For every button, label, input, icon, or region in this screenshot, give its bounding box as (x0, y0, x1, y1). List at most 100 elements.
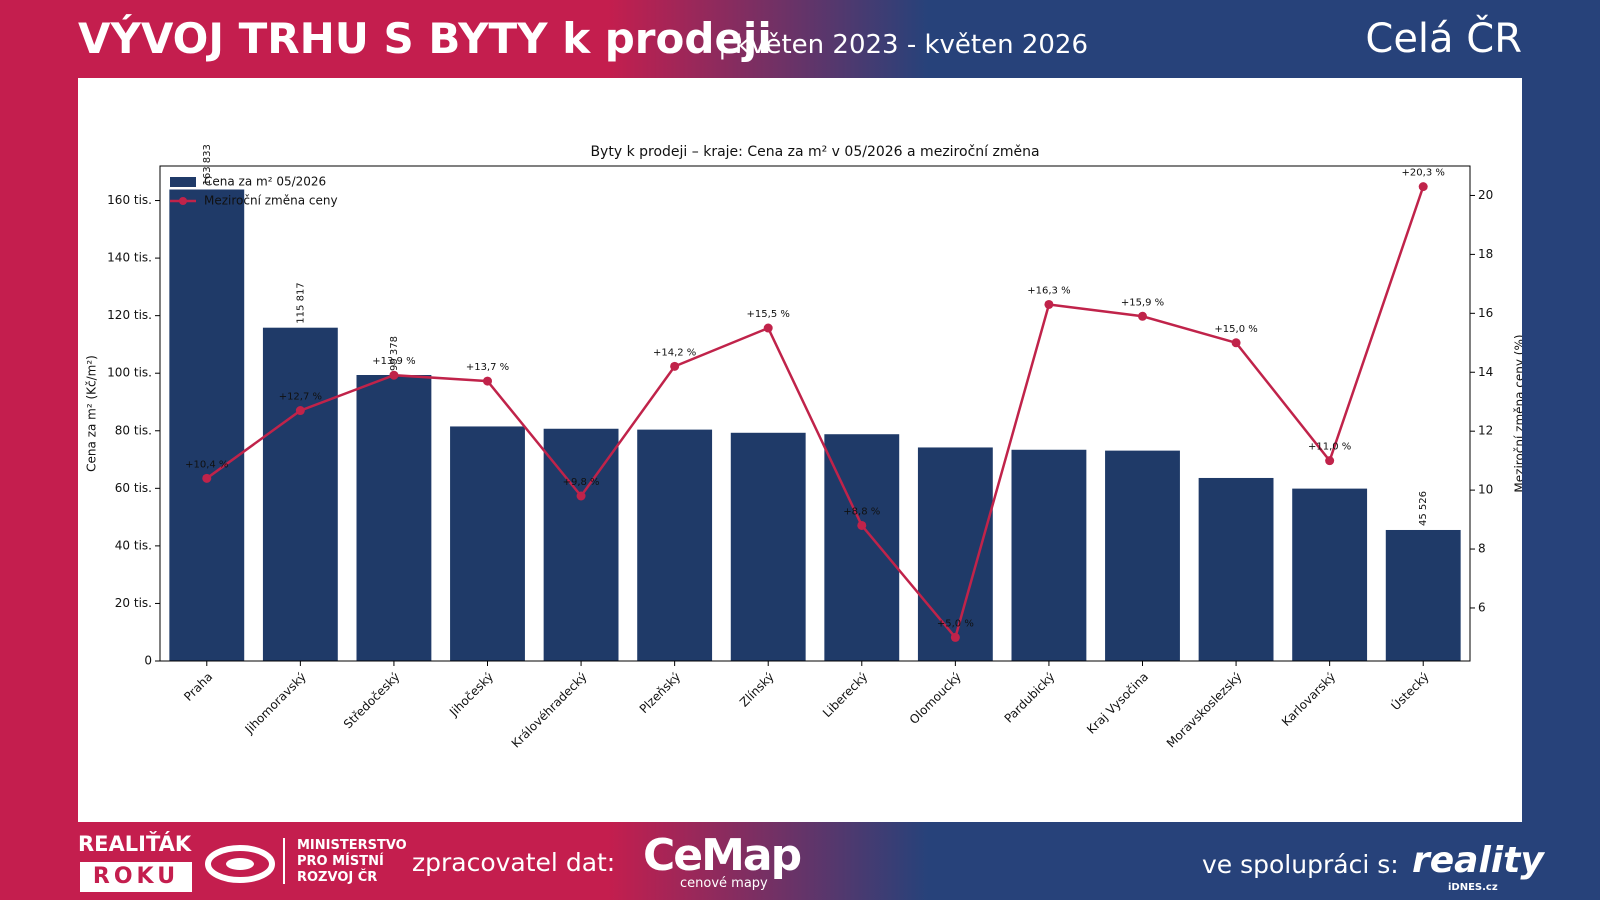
processor-tagline: cenové mapy (680, 876, 768, 891)
x-tick-label: Zlínský (737, 670, 777, 710)
line-value-label: +14,2 % (653, 347, 696, 358)
bar (1198, 477, 1274, 661)
line-point (1138, 311, 1147, 321)
y2-tick-label: 6 (1478, 600, 1486, 614)
x-tick-label: Jihomoravský (242, 670, 309, 737)
chart-panel: Byty k prodeji – kraje: Cena za m² v 05/… (78, 78, 1527, 822)
page-title: VÝVOJ TRHU S BYTY k prodeji (78, 14, 772, 63)
y-tick-label: 80 tis. (115, 423, 152, 437)
bar (169, 189, 245, 661)
x-tick-label: Středočeský (341, 670, 403, 732)
y-tick-label: 140 tis. (107, 251, 152, 265)
processor-logo: CeMap (643, 830, 802, 881)
line-value-label: +13,7 % (466, 362, 509, 373)
line-value-label: +9,8 % (563, 477, 600, 488)
plot-frame (159, 165, 1471, 662)
line-value-label: +15,9 % (1121, 297, 1164, 308)
ministry-line: ROZVOJ ČR (297, 870, 378, 885)
y-tick-label: 100 tis. (107, 366, 152, 380)
processor-label: zpracovatel dat: (412, 848, 616, 877)
line-value-label: +13,9 % (372, 356, 415, 367)
bar-value-label: 99 378 (389, 336, 400, 371)
line-point (389, 370, 399, 380)
x-tick-label: Olomoucký (907, 670, 964, 727)
page-subtitle: | květen 2023 - květen 2026 (718, 30, 1089, 60)
line-value-label: +15,5 % (747, 309, 790, 320)
line-value-label: +5,0 % (937, 618, 974, 629)
y-tick-label: 160 tis. (107, 193, 152, 207)
bar-value-label: 45 526 (1418, 491, 1429, 526)
line-point (483, 376, 492, 386)
bar (730, 432, 806, 661)
line-point (670, 361, 680, 371)
bar (917, 447, 993, 661)
line-point (202, 473, 212, 483)
ministry-line: PRO MÍSTNÍ (297, 854, 384, 869)
bar (1105, 450, 1180, 661)
ministry-logo (205, 845, 275, 883)
line-point (950, 632, 960, 642)
partner-label: ve spolupráci s: (1202, 850, 1399, 879)
line (206, 186, 1425, 641)
line-point (1231, 338, 1241, 348)
line-value-label: +15,0 % (1214, 324, 1257, 335)
x-tick-label: Praha (181, 670, 215, 704)
x-tick-label: Karlovarský (1279, 670, 1338, 729)
line-point (1418, 182, 1428, 192)
bar (543, 428, 619, 661)
y-tick-label: 120 tis. (107, 308, 152, 322)
legend-swatch (170, 177, 196, 187)
y2-tick-label: 8 (1478, 542, 1486, 556)
legend-swatch (179, 197, 187, 205)
line-value-label: +11,0 % (1308, 442, 1351, 453)
x-tick-label: Kraj Vysočina (1084, 670, 1151, 737)
region: Celá ČR (1365, 16, 1522, 62)
line-value-label: +12,7 % (279, 392, 322, 403)
y-axis-label: Cena za m² (Kč/m²) (85, 355, 99, 472)
bar (637, 429, 713, 661)
y-tick-label: 40 tis. (115, 538, 152, 552)
line-value-label: +20,3 % (1402, 168, 1445, 179)
y-tick-label: 0 (144, 654, 152, 668)
y-tick-label: 60 tis. (115, 481, 152, 495)
line-point (576, 491, 586, 501)
x-tick-label: Liberecký (820, 670, 870, 720)
y-tick-label: 20 tis. (115, 596, 152, 610)
line-point (857, 520, 867, 530)
bar (262, 327, 338, 661)
partner-logo: reality (1412, 840, 1544, 881)
bar-value-label: 115 817 (295, 282, 306, 323)
y2-tick-label: 20 (1478, 188, 1493, 202)
y2-tick-label: 14 (1478, 365, 1493, 379)
award: REALIŤÁK (78, 832, 192, 856)
x-tick-label: Plzeňský (637, 670, 683, 716)
x-tick-label: Ústecký (1388, 669, 1432, 713)
bar (356, 374, 432, 661)
y2-tick-label: 12 (1478, 424, 1493, 438)
x-tick-label: Pardubický (1002, 670, 1058, 726)
x-tick-label: Moravskoslezský (1164, 670, 1245, 751)
ministry-line: MINISTERSTVO (297, 838, 407, 853)
partner-tagline: iDNES.cz (1448, 882, 1498, 893)
bar (450, 426, 525, 661)
line-value-label: +8,8 % (843, 506, 880, 517)
bar (1011, 449, 1087, 661)
legend-label: Meziroční změna ceny (204, 194, 338, 208)
legend-label: Cena za m² 05/2026 (204, 175, 326, 189)
x-tick-label: Královéhradecký (509, 670, 590, 751)
award: ROKU (80, 862, 192, 892)
bar (1292, 488, 1368, 661)
bar-value-label: 163 833 (202, 144, 213, 185)
y2-tick-label: 16 (1478, 306, 1493, 320)
y2-axis-label: Meziroční změna ceny (%) (1513, 334, 1523, 492)
line-point (1325, 456, 1335, 466)
bar (1385, 529, 1461, 661)
chart: Byty k prodeji – kraje: Cena za m² v 05/… (85, 144, 1527, 751)
line-point (763, 323, 773, 333)
line-point (1044, 299, 1054, 309)
y2-tick-label: 10 (1478, 483, 1493, 497)
ministry: MINISTERSTVO PRO MÍSTNÍ ROZVOJ ČR (283, 838, 407, 885)
y2-tick-label: 18 (1478, 247, 1493, 261)
line-value-label: +16,3 % (1027, 285, 1070, 296)
